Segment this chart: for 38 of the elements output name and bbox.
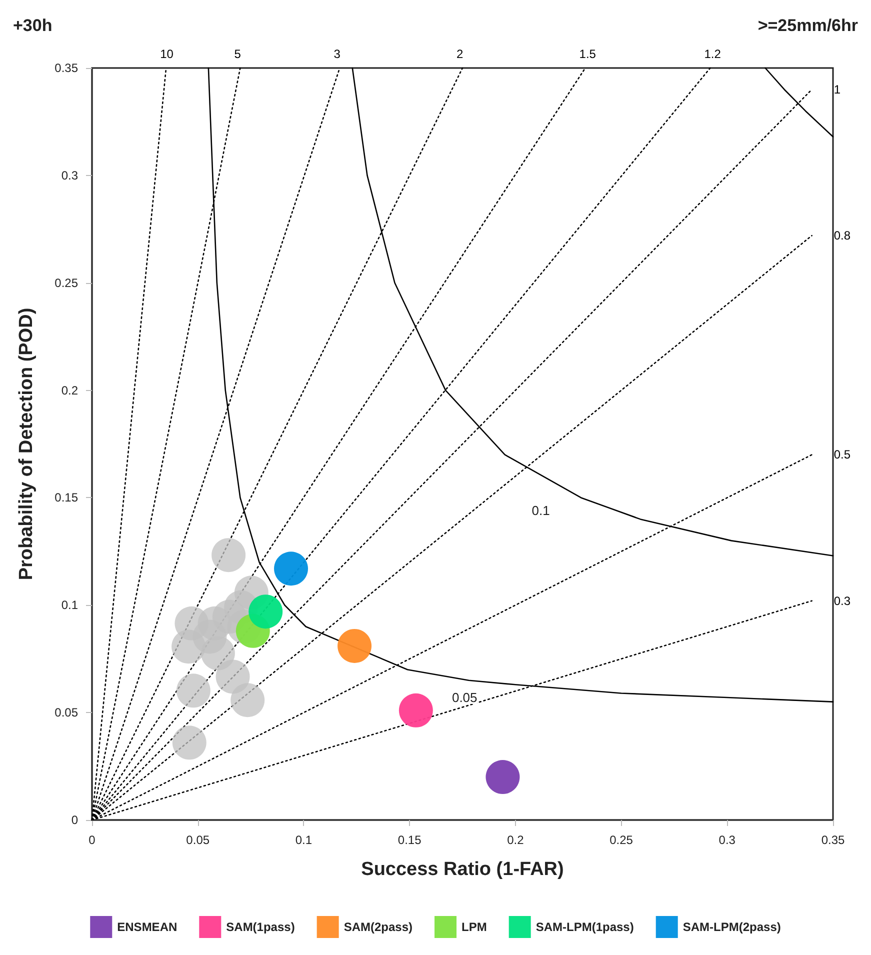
x-axis-title: Success Ratio (1-FAR) bbox=[361, 859, 564, 880]
legend-label: SAM-LPM(1pass) bbox=[536, 920, 634, 934]
series-label: 1.2 bbox=[704, 47, 722, 61]
x-tick-label: 0.35 bbox=[821, 833, 845, 847]
x-tick-label: 0.05 bbox=[186, 833, 210, 847]
legend-label: SAM(1pass) bbox=[226, 920, 295, 934]
y-tick-label: 0.1 bbox=[61, 598, 78, 612]
chart-subtitle: >=25mm/6hr bbox=[758, 16, 858, 35]
y-tick-label: 0 bbox=[71, 813, 78, 827]
x-tick-label: 0.1 bbox=[295, 833, 312, 847]
x-tick-label: 0.3 bbox=[718, 833, 736, 847]
series-label: 0.3 bbox=[834, 594, 851, 608]
series-label: 5 bbox=[234, 47, 242, 61]
y-axis-title: Probability of Detection (POD) bbox=[16, 308, 37, 580]
chart-title: +30h bbox=[13, 16, 52, 35]
series-label: 1.5 bbox=[579, 47, 596, 61]
legend-label: LPM bbox=[462, 920, 487, 934]
y-tick-label: 0.05 bbox=[54, 706, 78, 720]
y-tick-label: 0.35 bbox=[54, 61, 78, 75]
x-tick-label: 0.2 bbox=[507, 833, 524, 847]
x-tick-label: 0.15 bbox=[398, 833, 422, 847]
annotation: 0.05 bbox=[452, 690, 478, 706]
legend-label: ENSMEAN bbox=[117, 920, 178, 934]
series-label: 3 bbox=[334, 47, 341, 61]
y-tick-label: 0.15 bbox=[54, 490, 78, 505]
y-tick-label: 0.3 bbox=[61, 168, 78, 182]
series-label: 0.8 bbox=[834, 228, 851, 243]
series-label: 1 bbox=[834, 82, 841, 96]
x-tick-label: 0.25 bbox=[610, 833, 634, 847]
annotation: 0.1 bbox=[532, 503, 550, 518]
legend-label: SAM-LPM(2pass) bbox=[682, 920, 781, 934]
series-label: 10 bbox=[160, 47, 174, 61]
series-label: 2 bbox=[456, 47, 464, 61]
y-tick-label: 0.25 bbox=[54, 276, 78, 290]
y-tick-label: 0.2 bbox=[61, 383, 78, 398]
x-tick-label: 0 bbox=[88, 833, 96, 847]
series-label: 0.5 bbox=[834, 448, 851, 462]
legend-label: SAM(2pass) bbox=[344, 920, 413, 934]
